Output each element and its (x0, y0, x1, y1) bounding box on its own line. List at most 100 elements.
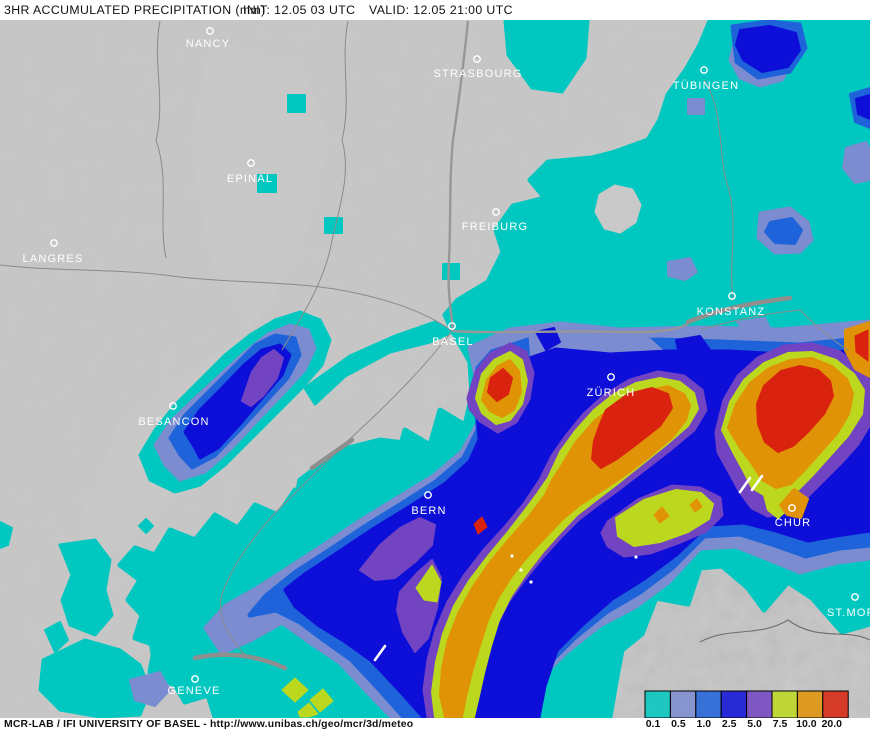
city-marker-nancy: NANCY (186, 27, 231, 50)
city-marker-geneve: GENEVE (167, 675, 219, 697)
city-circle-icon (424, 491, 432, 499)
legend-tick: 2.5 (722, 718, 737, 730)
city-label: TÜBINGEN (673, 80, 739, 92)
city-label: NANCY (186, 38, 231, 50)
precip-blob (303, 320, 454, 406)
city-circle-icon (492, 208, 500, 216)
station-dot (634, 555, 638, 559)
init-time-label: INIT: 12.05 03 UTC (243, 3, 355, 17)
legend-tick: 1.0 (696, 718, 711, 730)
legend-swatch (669, 690, 697, 719)
station-marks-layer (373, 474, 764, 662)
city-circle-icon (448, 322, 456, 330)
station-dot (529, 580, 533, 584)
station-dot (510, 554, 514, 558)
cities-layer: NANCY STRASBOURG TÜBINGEN EPINAL FREIBUR… (23, 27, 870, 697)
city-circle-icon (473, 55, 481, 63)
precip-blob (58, 538, 114, 637)
alps-terrain (540, 582, 870, 717)
city-marker-besancon: BESANCON (138, 402, 209, 428)
precip-blob (675, 335, 711, 365)
border-line (0, 264, 453, 332)
rhine-river (447, 20, 470, 332)
city-circle-icon (851, 593, 859, 601)
city-label: STRASBOURG (433, 68, 522, 80)
title-strip (0, 0, 870, 20)
legend-swatch (771, 690, 798, 719)
precip-blob (309, 688, 334, 713)
legend-swatch (796, 690, 824, 719)
precip-blob (764, 217, 803, 245)
legend-swatch (644, 690, 671, 719)
precip-blob (653, 506, 670, 524)
legend-tick: 20.0 (822, 718, 843, 730)
city-circle-icon (728, 292, 736, 300)
city-label: KONSTANZ (697, 306, 766, 318)
station-dot (519, 568, 523, 572)
precip-blob (241, 349, 284, 407)
border-line (703, 79, 734, 301)
precip-blob (324, 217, 343, 234)
precip-blob (756, 365, 834, 453)
page-title: 3HR ACCUMULATED PRECIPITATION (mm) (4, 3, 266, 17)
city-circle-icon (247, 159, 255, 167)
city-circle-icon (788, 504, 796, 512)
legend-tick: 10.0 (796, 718, 817, 730)
legend-tick: 5.0 (747, 718, 762, 730)
city-marker-tubingen: TÜBINGEN (673, 66, 739, 92)
city-circle-icon (206, 27, 214, 35)
attribution-text: MCR-LAB / IFI UNIVERSITY OF BASEL - http… (4, 719, 413, 730)
precip-blob (689, 498, 703, 513)
precip-blob (591, 387, 673, 469)
city-label: ZÜRICH (587, 387, 636, 399)
city-marker-epinal: EPINAL (227, 159, 273, 185)
city-marker-strasbourg: STRASBOURG (433, 55, 522, 80)
city-label: FREIBURG (462, 221, 528, 233)
precip-blob (257, 174, 277, 193)
precip-blob (297, 702, 319, 718)
valid-time-label: VALID: 12.05 21:00 UTC (369, 3, 513, 17)
precip-blob (439, 385, 691, 718)
legend-labels: 0.1 0.5 1.0 2.5 5.0 7.5 10.0 20.0 (646, 718, 842, 730)
precip-legend (644, 690, 849, 719)
city-circle-icon (169, 402, 177, 410)
precip-blob (0, 521, 13, 549)
legend-swatch (720, 690, 748, 719)
lake-constance-shore (699, 309, 801, 331)
precip-blob (287, 94, 306, 113)
precip-blob (694, 127, 721, 151)
precip-blob (138, 518, 154, 534)
city-marker-chur: CHUR (775, 504, 812, 529)
precip-blob (535, 327, 561, 351)
footer-strip (0, 718, 870, 730)
city-circle-icon (607, 373, 615, 381)
precip-blob (129, 671, 171, 707)
border-line (220, 330, 453, 655)
precip-blob (487, 368, 513, 402)
city-label: BESANCON (138, 416, 209, 428)
wind-dash (738, 476, 752, 494)
city-label: BASEL (432, 336, 473, 348)
city-circle-icon (700, 66, 708, 74)
city-label: LANGRES (23, 253, 84, 265)
precip-blob (281, 677, 309, 703)
precip-blob (415, 564, 442, 603)
wind-dash (373, 644, 387, 662)
precip-blob (667, 257, 698, 281)
city-circle-icon (191, 675, 199, 683)
city-marker-zurich: ZÜRICH (587, 373, 636, 399)
precip-blob (442, 263, 460, 280)
lake-neuchatel (309, 437, 355, 471)
city-circle-icon (50, 239, 58, 247)
precip-blob (223, 683, 297, 719)
precip-blob (687, 98, 705, 115)
precip-level-20p0-layer (473, 329, 869, 535)
city-marker-langres: LANGRES (23, 239, 84, 265)
city-label: CHUR (775, 517, 812, 529)
city-marker-konstanz: KONSTANZ (697, 292, 766, 318)
city-marker-freiburg: FREIBURG (462, 208, 528, 233)
alpine-valley-line (699, 619, 870, 643)
city-label: EPINAL (227, 173, 273, 185)
legend-swatch (822, 690, 849, 719)
